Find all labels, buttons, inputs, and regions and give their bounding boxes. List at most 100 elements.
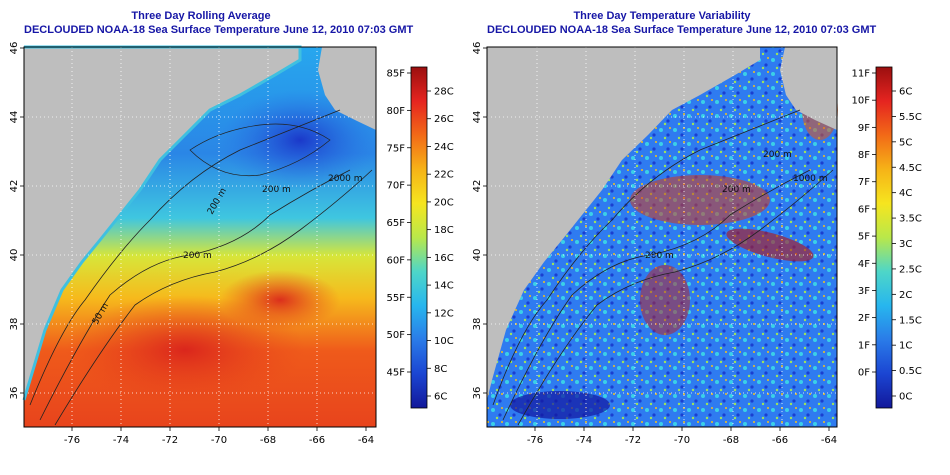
- right-cold-patch: [510, 391, 610, 419]
- right-colorbar-c-label: 0.5C: [899, 366, 922, 377]
- right-colorbar-f-label: 3F: [858, 286, 870, 297]
- right-colorbar-c-label: 3C: [899, 239, 912, 250]
- left-colorbar-c-label: 8C: [434, 364, 447, 375]
- left-contour-200m: [39, 169, 351, 421]
- right-lat-tick-label: 46: [472, 42, 483, 55]
- left-colorbar-c-label: 6C: [434, 392, 447, 403]
- right-contour-label-3: 1000 m: [793, 174, 828, 184]
- right-colorbar-c-label: 6C: [899, 87, 912, 98]
- right-colorbar-c-label: 2.5C: [899, 264, 922, 275]
- left-lon-tick-label: -66: [309, 435, 325, 446]
- right-colorbar-f-label: 5F: [858, 232, 870, 243]
- right-lon-tick-label: -76: [527, 435, 543, 446]
- left-colorbar-c-label: 18C: [434, 225, 454, 236]
- left-lon-tick-label: -64: [358, 435, 374, 446]
- left-colorbar-c-label: 10C: [434, 336, 454, 347]
- right-colorbar-f-label: 4F: [858, 259, 870, 270]
- right-colorbar-c-label: 3.5C: [899, 214, 922, 225]
- right-lon-tick-label: -68: [723, 435, 739, 446]
- left-lat-tick-label: 46: [9, 42, 20, 55]
- right-colorbar-c-label: 1.5C: [899, 315, 922, 326]
- right-lat-tick-label: 42: [472, 180, 483, 193]
- left-colorbar-f-label: 85F: [387, 69, 406, 80]
- right-graticule: [487, 47, 837, 427]
- left-lon-tick-label: -72: [162, 435, 178, 446]
- left-land-coast: [24, 47, 300, 400]
- left-colorbar-f-label: 50F: [387, 330, 406, 341]
- left-map-frame: [23, 46, 377, 428]
- right-hot-spot-3: [640, 265, 690, 335]
- left-gulf-of-maine-cold: [220, 90, 380, 190]
- left-map-subtitle: DECLOUDED NOAA-18 Sea Surface Temperatur…: [24, 24, 414, 36]
- left-lat-tick-label: 42: [9, 180, 20, 193]
- right-colorbar-c-label: 1C: [899, 341, 912, 352]
- left-colorbar-c-label: 20C: [434, 197, 454, 208]
- right-lon-tick-label: -70: [674, 435, 690, 446]
- left-lon-tick-label: -74: [113, 435, 129, 446]
- right-hot-spot-2: [726, 228, 814, 262]
- left-warm-eddy: [220, 270, 340, 330]
- right-colorbar-f-label: 7F: [858, 177, 870, 188]
- right-colorbar-c-label: 0C: [899, 392, 912, 403]
- left-contour-label-2: 200 m: [183, 251, 212, 261]
- left-land-nova-scotia: [318, 47, 376, 130]
- right-map-frame: [486, 46, 838, 428]
- left-lat-tick-label: 38: [9, 318, 20, 331]
- left-colorbar-f-label: 75F: [387, 143, 406, 154]
- left-colorbar-f-label: 45F: [387, 368, 406, 379]
- left-contour-label-4: 200 m: [262, 185, 291, 195]
- right-colorbar-c-label: 4.5C: [899, 163, 922, 174]
- left-colorbar-c-label: 12C: [434, 308, 454, 319]
- left-contour-2000m: [54, 169, 373, 426]
- left-colorbar-c-label: 26C: [434, 114, 454, 125]
- left-contour-50m: [29, 109, 341, 406]
- right-map-title: Three Day Temperature Variability: [573, 10, 751, 22]
- right-lat-tick-label: 36: [472, 387, 483, 400]
- right-contour-200m: [502, 169, 811, 421]
- left-lon-tick-label: -76: [64, 435, 80, 446]
- right-map-subtitle: DECLOUDED NOAA-18 Sea Surface Temperatur…: [487, 24, 877, 36]
- left-colorbar-f-label: 65F: [387, 218, 406, 229]
- right-colorbar-f-label: 11F: [852, 69, 871, 80]
- right-lon-tick-label: -72: [625, 435, 641, 446]
- right-colorbar-c-label: 4C: [899, 188, 912, 199]
- right-colorbar-c-label: 2C: [899, 290, 912, 301]
- left-colorbar-c-label: 22C: [434, 170, 454, 181]
- left-colorbar-c-label: 16C: [434, 253, 454, 264]
- right-land-coast: [487, 47, 760, 400]
- right-hot-spot-1: [630, 175, 770, 225]
- left-lat-tick-label: 44: [9, 111, 20, 124]
- right-lon-tick-label: -66: [772, 435, 788, 446]
- right-colorbar-f-label: 8F: [858, 150, 870, 161]
- right-contour-50m: [492, 109, 801, 406]
- right-lat-tick-label: 38: [472, 318, 483, 331]
- right-colorbar-c-label: 5C: [899, 137, 912, 148]
- left-graticule: [24, 47, 376, 427]
- right-colorbar-f-label: 2F: [858, 313, 870, 324]
- right-land-nova-scotia: [780, 47, 837, 130]
- right-lat-tick-label: 40: [472, 249, 483, 262]
- axes-layer: -76 -74 -72 -70 -68 -66 -64 36 38 40 42 44 46 -76 -74 -…: [9, 42, 837, 446]
- left-colorbar-f-label: 55F: [387, 293, 406, 304]
- right-contour-2000m: [517, 169, 834, 426]
- left-colorbar-c-label: 24C: [434, 142, 454, 153]
- right-colorbar-f-label: 9F: [858, 123, 870, 134]
- right-colorbar-f-label: 10F: [852, 96, 871, 107]
- left-colorbar-f-label: 80F: [387, 106, 406, 117]
- colorbar-labels-layer: 85F 80F 75F 70F 65F 60F 55F 50F 45F 28C 26C 24C 22C 2…: [387, 69, 922, 403]
- right-lon-tick-label: -64: [821, 435, 837, 446]
- right-contour-label-1: 200 m: [645, 251, 674, 261]
- left-map-title: Three Day Rolling Average: [131, 10, 271, 22]
- right-contour-label-2: 200 m: [722, 185, 751, 195]
- left-colorbar-c-label: 14C: [434, 281, 454, 292]
- left-lon-tick-label: -68: [260, 435, 276, 446]
- left-contour-gulf-maine: [189, 123, 331, 177]
- right-colorbar: [875, 66, 893, 409]
- right-lon-tick-label: -74: [576, 435, 592, 446]
- right-colorbar-f-label: 6F: [858, 204, 870, 215]
- right-lat-tick-label: 44: [472, 111, 483, 124]
- left-colorbar-f-label: 60F: [387, 255, 406, 266]
- right-colorbar-c-label: 5.5C: [899, 112, 922, 123]
- left-map: 50 m 200 m 200 m 200 m 2000 m: [22, 45, 380, 428]
